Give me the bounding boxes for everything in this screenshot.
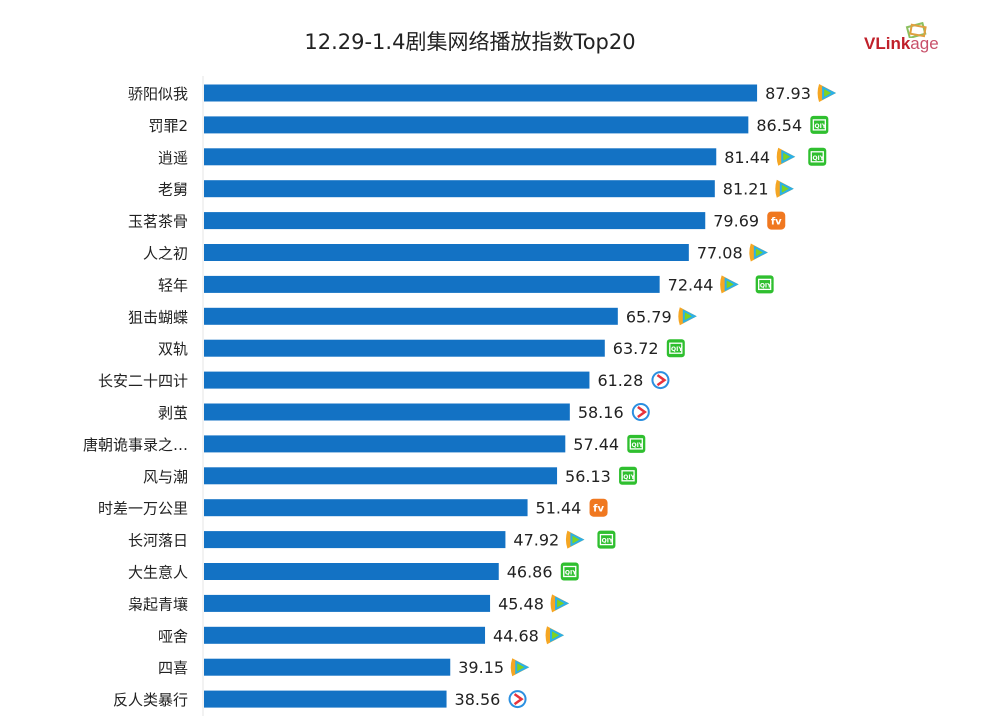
- logo-mark-icon: [905, 22, 927, 38]
- iqiyi-icon: iQIY: [627, 434, 646, 453]
- youku-icon: [631, 403, 650, 421]
- value-label: 45.48: [498, 594, 544, 613]
- category-label: 大生意人: [128, 564, 188, 582]
- value-label: 87.93: [765, 84, 811, 103]
- bar: [204, 180, 715, 198]
- tencent-icon: [678, 307, 697, 326]
- tencent-icon: [720, 275, 739, 294]
- category-label: 双轨: [158, 340, 188, 358]
- svg-text:iQIY: iQIY: [810, 155, 824, 162]
- category-label: 时差一万公里: [98, 500, 188, 518]
- tencent-icon: [775, 179, 794, 198]
- value-label: 57.44: [573, 435, 619, 454]
- svg-text:fv: fv: [771, 217, 782, 228]
- category-label: 四喜: [158, 659, 188, 677]
- iqiyi-icon: iQIY: [755, 275, 774, 294]
- value-label: 79.69: [713, 212, 759, 231]
- bar: [204, 275, 660, 293]
- mango-icon: fv: [589, 498, 608, 517]
- chart-title: 12.29-1.4剧集网络播放指数Top20: [304, 30, 636, 54]
- category-label: 逍遥: [158, 149, 188, 167]
- bar: [204, 244, 689, 261]
- category-label: 剥茧: [158, 404, 188, 422]
- svg-text:iQIY: iQIY: [621, 474, 635, 481]
- category-label: 人之初: [143, 245, 188, 263]
- svg-text:iQIY: iQIY: [563, 570, 577, 577]
- value-label: 44.68: [493, 626, 539, 645]
- tencent-icon: [817, 84, 837, 102]
- value-label: 63.72: [613, 339, 659, 358]
- bar: [204, 435, 566, 453]
- value-label: 56.13: [565, 467, 611, 486]
- svg-text:iQIY: iQIY: [669, 346, 683, 353]
- bar: [204, 403, 570, 421]
- bar: [204, 467, 558, 485]
- youku-icon: [508, 690, 527, 709]
- vlinkage-logo: VLinkage: [864, 22, 964, 56]
- iqiyi-icon: iQIY: [810, 115, 829, 134]
- bar: [204, 339, 605, 357]
- bar: [204, 307, 618, 325]
- bar: [204, 626, 486, 644]
- category-label: 长安二十四计: [98, 372, 188, 390]
- tencent-icon: [776, 147, 796, 166]
- tencent-icon: [550, 594, 570, 613]
- svg-text:iQIY: iQIY: [812, 123, 826, 130]
- value-label: 39.15: [458, 658, 504, 677]
- iqiyi-icon: iQIY: [808, 147, 827, 166]
- bar: [204, 690, 447, 708]
- category-label: 老舅: [158, 181, 188, 199]
- value-label: 81.44: [724, 148, 770, 167]
- iqiyi-icon: iQIY: [666, 339, 685, 358]
- bar: [204, 116, 749, 134]
- value-label: 46.86: [507, 563, 553, 582]
- bar: [204, 499, 528, 517]
- value-label: 81.21: [723, 180, 769, 199]
- iqiyi-icon: iQIY: [619, 466, 638, 485]
- tencent-icon: [545, 626, 565, 645]
- value-label: 51.44: [536, 499, 582, 518]
- mango-icon: fv: [767, 211, 786, 230]
- value-label: 72.44: [668, 275, 714, 294]
- svg-text:fv: fv: [593, 504, 604, 515]
- value-label: 65.79: [626, 307, 672, 326]
- bar: [204, 148, 717, 166]
- tencent-icon: [565, 530, 585, 549]
- category-label: 罚罪2: [148, 117, 188, 135]
- svg-text:iQIY: iQIY: [758, 282, 772, 289]
- category-label: 哑舍: [158, 627, 188, 645]
- bar: [204, 563, 499, 580]
- value-label: 58.16: [578, 403, 624, 422]
- svg-text:iQIY: iQIY: [629, 442, 643, 449]
- bar: [204, 212, 706, 230]
- svg-text:iQIY: iQIY: [600, 538, 614, 545]
- value-label: 47.92: [513, 531, 559, 550]
- bar: [204, 531, 506, 549]
- category-label: 反人类暴行: [113, 691, 188, 709]
- value-label: 77.08: [697, 244, 743, 263]
- bar: [204, 594, 491, 612]
- iqiyi-icon: iQIY: [597, 530, 616, 549]
- category-label: 风与潮: [143, 468, 188, 486]
- category-label: 狙击蝴蝶: [128, 308, 188, 326]
- category-label: 枭起青壤: [128, 595, 188, 613]
- value-label: 86.54: [756, 116, 802, 135]
- category-label: 骄阳似我: [128, 85, 188, 103]
- tencent-icon: [510, 658, 530, 677]
- iqiyi-icon: iQIY: [560, 562, 579, 581]
- category-label: 轻年: [158, 276, 188, 294]
- category-label: 长河落日: [128, 532, 188, 550]
- tencent-icon: [749, 243, 768, 262]
- category-label: 玉茗茶骨: [128, 213, 188, 231]
- bar: [204, 658, 451, 676]
- youku-icon: [651, 371, 670, 390]
- value-label: 38.56: [455, 690, 501, 709]
- category-label: 唐朝诡事录之…: [83, 436, 188, 454]
- bar: [204, 371, 590, 389]
- bar: [204, 84, 758, 102]
- value-label: 61.28: [597, 371, 643, 390]
